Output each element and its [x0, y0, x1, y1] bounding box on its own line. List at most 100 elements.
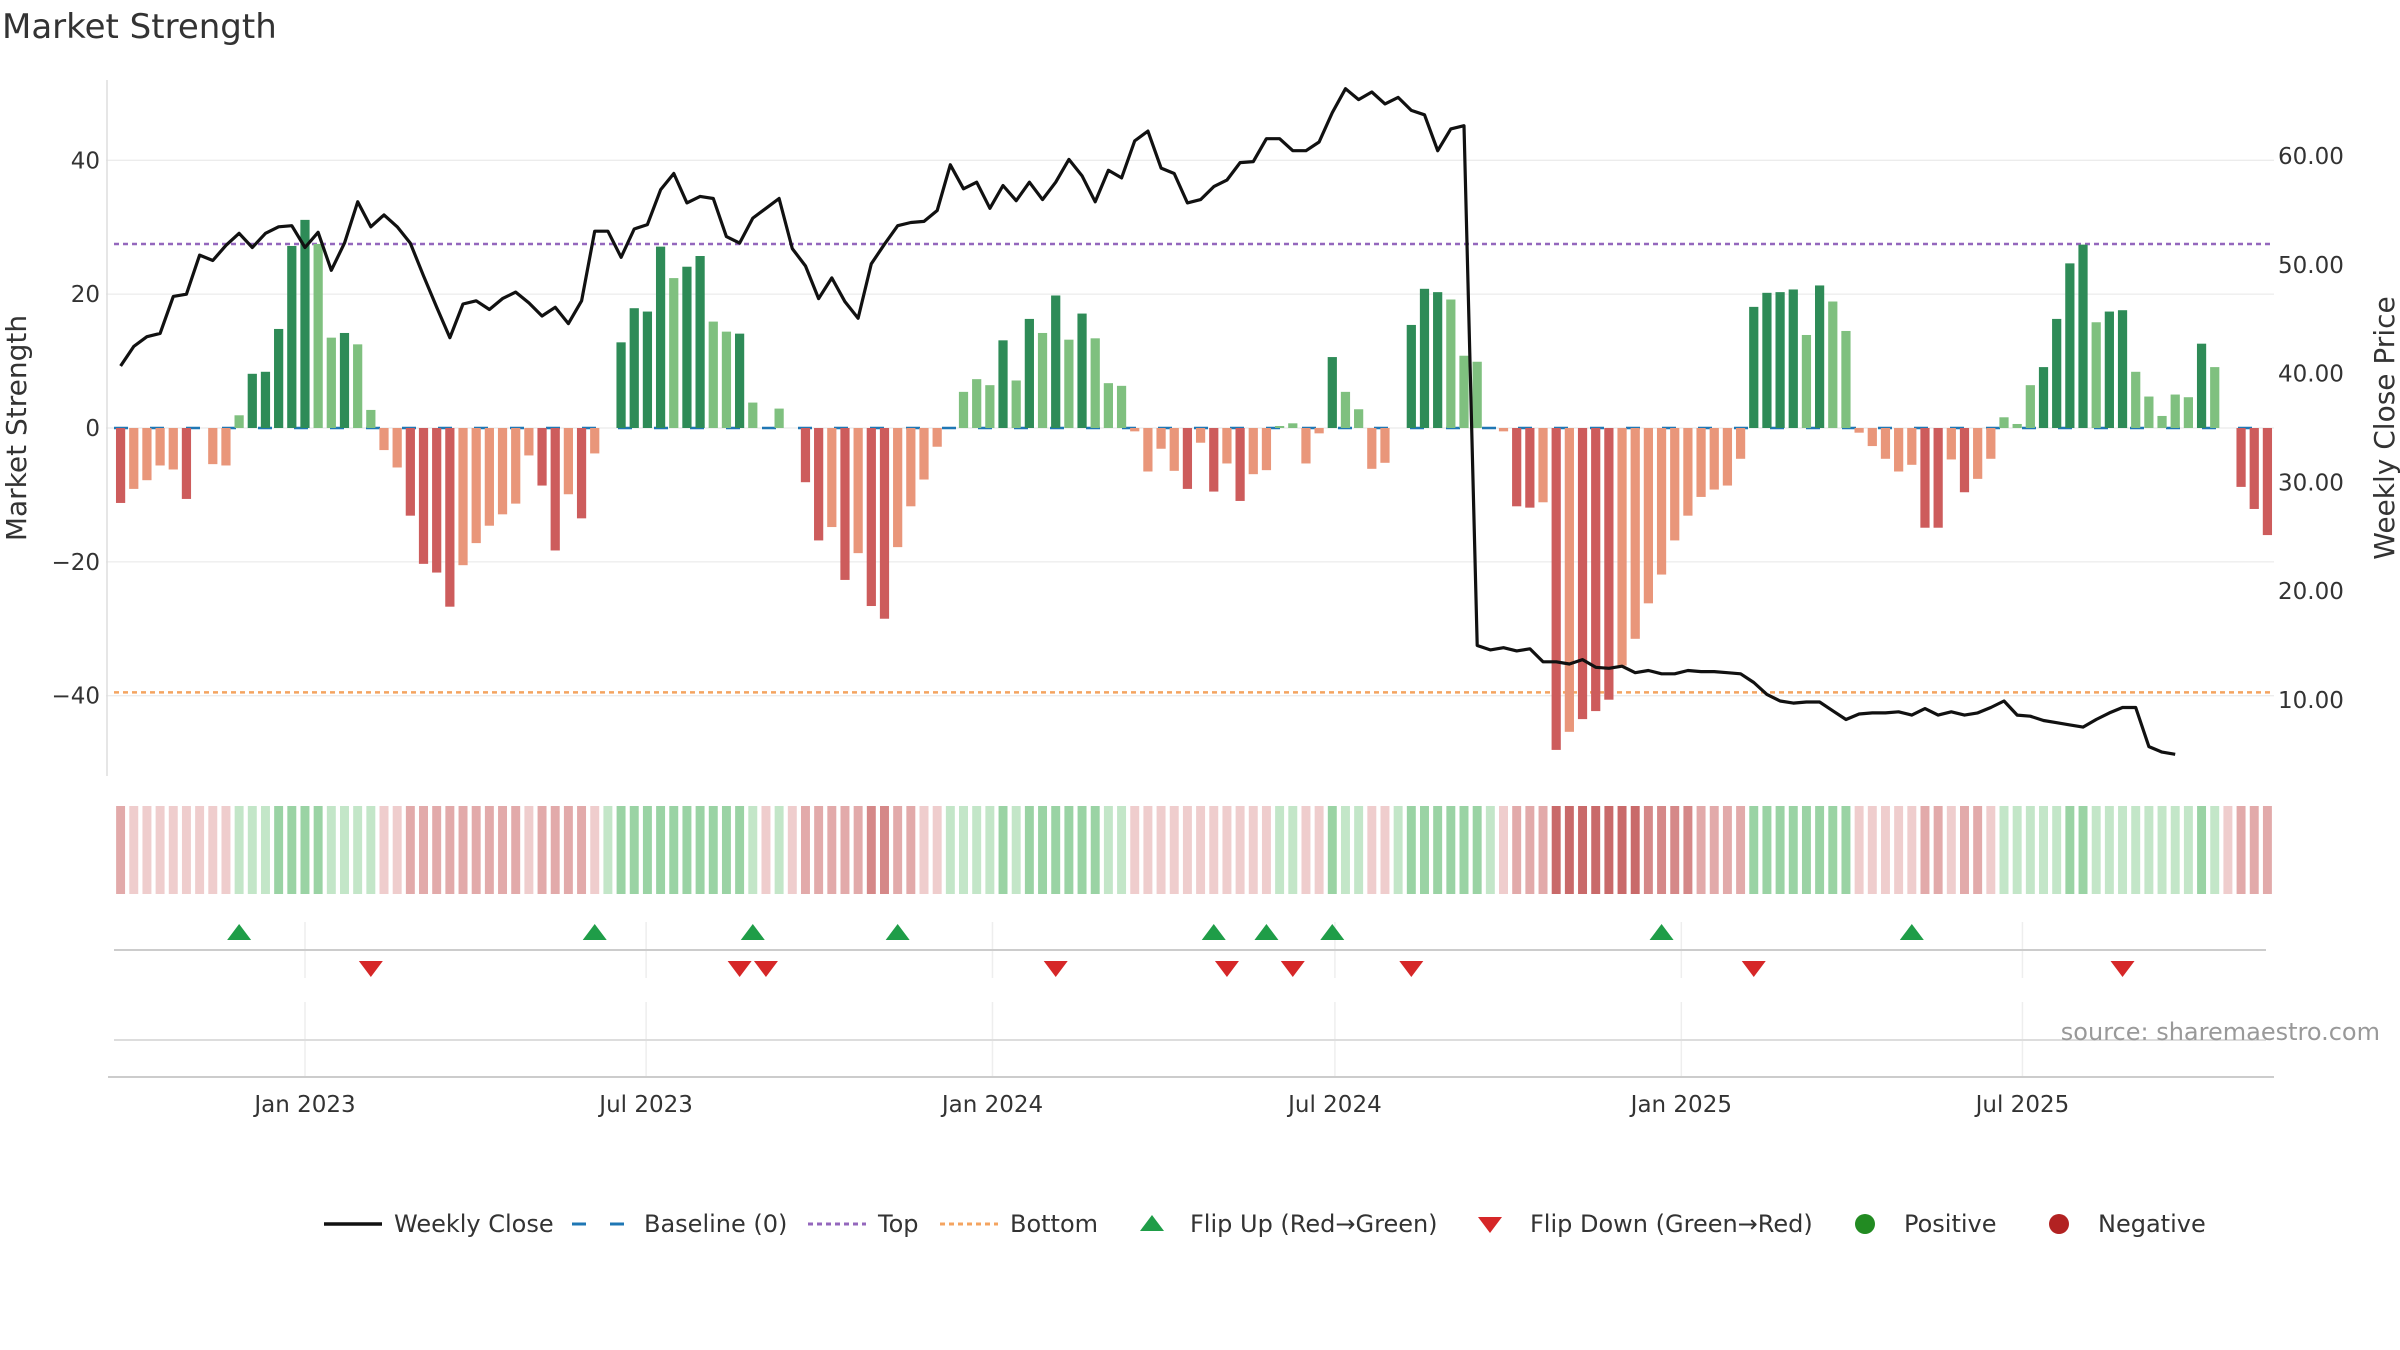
- regime-cell: [2078, 806, 2088, 894]
- regime-cell: [866, 806, 876, 894]
- regime-cell: [2025, 806, 2035, 894]
- regime-cell: [1459, 806, 1469, 894]
- legend-label-baseline: Baseline (0): [644, 1210, 787, 1238]
- regime-cell: [682, 806, 692, 894]
- strength-bar: [537, 428, 547, 486]
- strength-bar: [1999, 417, 2009, 428]
- strength-bar: [1419, 288, 1430, 428]
- y-left-tick-label: −40: [51, 684, 100, 710]
- strength-bar: [629, 308, 639, 428]
- strength-bar: [2091, 322, 2101, 428]
- strength-bar: [721, 331, 732, 428]
- strength-bar: [616, 342, 626, 428]
- strength-bar: [247, 373, 257, 428]
- strength-bar: [774, 408, 784, 428]
- strength-bar: [2157, 415, 2167, 428]
- regime-cell: [537, 806, 547, 894]
- regime-cell: [1222, 806, 1232, 894]
- strength-bar: [682, 266, 692, 428]
- regime-cell: [2104, 806, 2114, 894]
- regime-cell: [445, 806, 455, 894]
- regime-cell: [208, 806, 218, 894]
- strength-bar: [1683, 428, 1693, 516]
- regime-cell: [1617, 806, 1627, 894]
- regime-cell: [2170, 806, 2180, 894]
- strength-bar: [353, 344, 363, 428]
- regime-cell: [1024, 806, 1034, 894]
- strength-bar: [1130, 428, 1140, 432]
- regime-cell: [1683, 806, 1693, 894]
- regime-cell: [616, 806, 626, 894]
- regime-cell: [300, 806, 310, 894]
- regime-cell: [2144, 806, 2154, 894]
- legend-label-top: Top: [877, 1210, 919, 1238]
- strength-bar: [1880, 428, 1891, 459]
- strength-bar: [1617, 428, 1627, 666]
- regime-cell: [2118, 806, 2128, 894]
- regime-cell: [2236, 806, 2246, 894]
- regime-cell: [1117, 806, 1127, 894]
- regime-cell: [1064, 806, 1074, 894]
- strength-bar: [2196, 343, 2207, 428]
- legend-label-negative: Negative: [2098, 1210, 2206, 1238]
- regime-cell: [1933, 806, 1943, 894]
- regime-cell: [1841, 806, 1851, 894]
- regime-cell: [1512, 806, 1522, 894]
- flip-up-marker: [227, 924, 252, 940]
- strength-bar: [1077, 313, 1087, 428]
- regime-cell: [629, 806, 639, 894]
- strength-bar: [1920, 428, 1930, 528]
- strength-bar: [208, 428, 218, 465]
- strength-bar: [339, 332, 350, 428]
- strength-bar: [1946, 428, 1956, 460]
- regime-cell: [1077, 806, 1087, 894]
- regime-cell: [2210, 806, 2220, 894]
- y-right-tick-label: 20.00: [2278, 579, 2344, 605]
- regime-cell: [1393, 806, 1403, 894]
- regime-cell: [590, 806, 600, 894]
- regime-cell: [1340, 806, 1350, 894]
- strength-bar: [708, 321, 718, 428]
- strength-bar: [1446, 299, 1456, 428]
- regime-cell: [1051, 806, 1061, 894]
- regime-cell: [195, 806, 205, 894]
- regime-cell: [1130, 806, 1140, 894]
- strength-bar: [260, 371, 271, 428]
- strength-bar: [695, 256, 705, 428]
- legend-label-flip_up: Flip Up (Red→Green): [1190, 1210, 1438, 1238]
- strength-bar: [524, 428, 534, 456]
- regime-cell: [1090, 806, 1100, 894]
- strength-bar: [972, 379, 982, 428]
- strength-bar: [326, 337, 336, 428]
- strength-bar: [155, 428, 165, 466]
- x-tick-label: Jul 2024: [1286, 1092, 1382, 1118]
- legend-label-close: Weekly Close: [394, 1210, 554, 1238]
- regime-cell: [313, 806, 323, 894]
- strength-bar: [1301, 428, 1311, 464]
- strength-bar: [1288, 423, 1298, 428]
- strength-bar: [1037, 332, 1048, 428]
- regime-cell: [2065, 806, 2075, 894]
- regime-cell: [932, 806, 942, 894]
- legend-swatch-circle: [2049, 1214, 2069, 1234]
- regime-cell: [2223, 806, 2233, 894]
- strength-bar: [853, 428, 863, 554]
- regime-cell: [2131, 806, 2141, 894]
- regime-cell: [853, 806, 863, 894]
- flip-down-marker: [1214, 961, 1239, 977]
- strength-bar: [471, 428, 481, 544]
- regime-cell: [972, 806, 982, 894]
- regime-cell: [287, 806, 297, 894]
- strength-bar: [1222, 428, 1232, 464]
- strength-bar: [1406, 324, 1416, 428]
- regime-cell: [735, 806, 745, 894]
- regime-cell: [1551, 806, 1561, 894]
- regime-cell: [2262, 806, 2272, 894]
- strength-bar: [274, 328, 284, 428]
- strength-bar: [1959, 428, 1970, 493]
- strength-bar: [1775, 292, 1785, 428]
- strength-bar: [1327, 357, 1337, 428]
- regime-cell: [379, 806, 389, 894]
- regime-cell: [1657, 806, 1667, 894]
